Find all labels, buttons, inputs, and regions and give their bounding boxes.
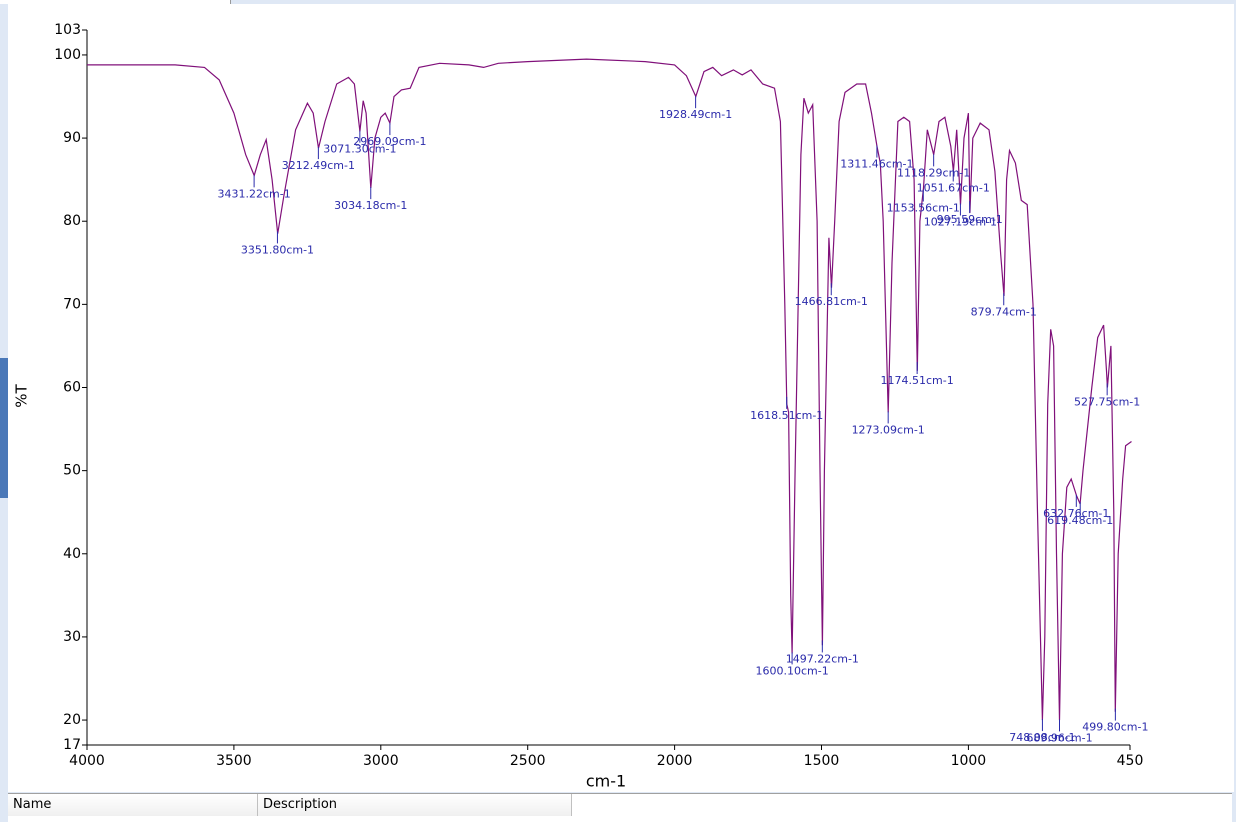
y-tick-label: 103 (54, 22, 81, 38)
peak-label: 499.80cm-1 (1082, 721, 1148, 734)
x-tick-label: 1500 (804, 753, 840, 769)
peak-label: 619.48cm-1 (1047, 514, 1113, 527)
y-tick-label: 90 (63, 130, 81, 146)
peak-label: 3431.22cm-1 (217, 187, 290, 200)
peak-label: 1273.09cm-1 (852, 423, 925, 436)
x-tick-label: 2500 (510, 753, 546, 769)
peak-label: 1466.81cm-1 (795, 295, 868, 308)
peak-label: 1928.49cm-1 (659, 108, 732, 121)
x-axis-label: cm-1 (586, 772, 626, 791)
peak-label: 1600.10cm-1 (755, 664, 828, 677)
y-tick-label: 17 (63, 737, 81, 753)
peak-label: 3351.80cm-1 (241, 243, 314, 256)
peak-label: 527.75cm-1 (1074, 395, 1140, 408)
y-tick-label: 70 (63, 296, 81, 312)
peak-label: 1497.22cm-1 (786, 652, 859, 665)
peak-label: 1618.51cm-1 (750, 409, 823, 422)
x-tick-label: 3500 (216, 753, 252, 769)
peak-label: 1174.51cm-1 (881, 374, 954, 387)
peak-label: 1311.46cm-1 (840, 158, 913, 171)
peak-label: 1118.29cm-1 (897, 166, 970, 179)
peak-label: 3034.18cm-1 (334, 199, 407, 212)
y-tick-label: 50 (63, 463, 81, 479)
y-tick-label: 80 (63, 213, 81, 229)
x-tick-label: 450 (1117, 753, 1144, 769)
spectrum-line (87, 58, 1132, 721)
peak-label: 1153.56cm-1 (887, 202, 960, 215)
y-tick-label: 40 (63, 546, 81, 562)
peak-label: 3071.30cm-1 (323, 143, 396, 156)
peak-label: 879.74cm-1 (971, 305, 1037, 318)
peak-label: 689.96cm-1 (1026, 731, 1092, 744)
x-tick-label: 4000 (69, 753, 105, 769)
peak-label: 632.76cm-1 (1043, 507, 1109, 520)
x-tick-label: 1000 (951, 753, 987, 769)
tab-strip[interactable] (0, 0, 231, 4)
peak-label: 3212.49cm-1 (282, 159, 355, 172)
y-tick-label: 60 (63, 380, 81, 396)
peak-label: 995.59cm-1 (937, 213, 1003, 226)
y-tick-label: 30 (63, 629, 81, 645)
splitter-handle[interactable] (0, 358, 8, 498)
x-tick-label: 3000 (363, 753, 399, 769)
chart: %T cm-1 17 20 30 40 50 60 70 80 90 100 103 4000 3500… (8, 4, 1234, 792)
peak-label: 1027.19cm-1 (924, 215, 997, 228)
y-axis-label: %T (13, 383, 31, 407)
x-tick-label: 2000 (657, 753, 693, 769)
y-tick-label: 20 (63, 712, 81, 728)
column-header[interactable]: Name (8, 794, 258, 816)
peak-label: 2969.09cm-1 (353, 135, 426, 148)
table-header: Name Description (8, 793, 1232, 822)
y-tick-label: 100 (54, 47, 81, 63)
peak-label: 748.08cm-1 (1009, 731, 1075, 744)
peak-label: 1051.67cm-1 (917, 181, 990, 194)
column-header[interactable]: Description (258, 794, 572, 816)
